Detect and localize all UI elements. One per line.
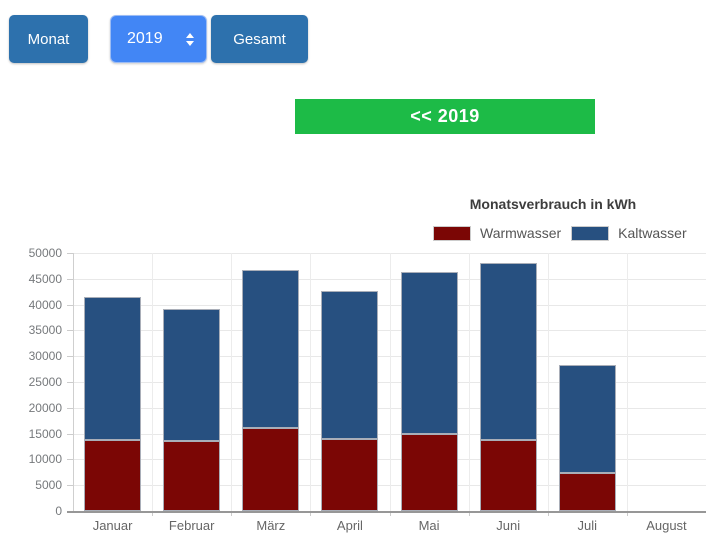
month-label-januar: Januar (92, 518, 133, 533)
month-label-juni: Juni (496, 518, 521, 533)
previous-year-button[interactable]: << 2019 (295, 99, 595, 134)
gridline-x-4 (389, 253, 391, 511)
y-axis-label-20000: 20000 (28, 400, 62, 415)
bar-segment-warmwasser-januar[interactable] (84, 439, 142, 511)
legend-item-warmwasser: Warmwasser (433, 225, 561, 241)
bar-segment-warmwasser-mai[interactable] (400, 433, 458, 511)
legend-swatch-warmwasser (433, 225, 471, 241)
ytick-25000 (67, 382, 73, 383)
xtick-3 (310, 511, 312, 516)
gesamt-button[interactable]: Gesamt (211, 15, 308, 63)
bar-segment-kaltwasser-juni[interactable] (479, 262, 537, 440)
gridline-x-5 (468, 253, 470, 511)
month-label-august: August (646, 518, 687, 533)
y-axis-label-10000: 10000 (28, 452, 62, 467)
xtick-2 (231, 511, 233, 516)
month-label-mai: Mai (418, 518, 440, 533)
ytick-50000 (67, 253, 73, 254)
legend-label-kaltwasser: Kaltwasser (618, 225, 687, 241)
month-label-februar: Februar (168, 518, 215, 533)
bar-segment-kaltwasser-januar[interactable] (84, 297, 142, 440)
ytick-15000 (67, 433, 73, 435)
ytick-5000 (67, 485, 73, 487)
chart-legend: Warmwasser Kaltwasser (433, 225, 687, 241)
bar-segment-warmwasser-juni[interactable] (479, 439, 537, 511)
year-select[interactable]: 2019 (110, 15, 207, 63)
gridline-x-2 (231, 253, 233, 511)
ytick-10000 (67, 459, 73, 461)
xtick-6 (547, 511, 549, 516)
xtick-4 (389, 511, 391, 516)
ytick-20000 (67, 407, 73, 409)
gridline-x-3 (310, 253, 312, 511)
select-updown-icon (186, 32, 206, 46)
y-axis-line (73, 253, 74, 511)
xtick-5 (468, 511, 470, 516)
legend-label-warmwasser: Warmwasser (480, 225, 562, 241)
chart-title: Monatsverbrauch in kWh (469, 196, 637, 212)
legend-swatch-kaltwasser (571, 225, 610, 241)
legend-item-kaltwasser: Kaltwasser (571, 225, 687, 241)
bar-segment-warmwasser-februar[interactable] (163, 440, 221, 511)
bar-segment-kaltwasser-april[interactable] (321, 291, 379, 440)
bar-segment-warmwasser-april[interactable] (321, 439, 379, 511)
bar-segment-warmwasser-märz[interactable] (242, 428, 300, 511)
ytick-35000 (67, 330, 73, 332)
y-axis-label-35000: 35000 (28, 323, 62, 338)
gridline-x-6 (547, 253, 549, 511)
ytick-30000 (67, 356, 73, 358)
bar-segment-kaltwasser-februar[interactable] (163, 309, 221, 441)
month-label-juli: Juli (577, 518, 598, 533)
y-axis-label-15000: 15000 (28, 426, 62, 441)
month-label-april: April (336, 518, 363, 533)
y-axis-label-30000: 30000 (28, 349, 62, 364)
xtick-1 (152, 511, 154, 516)
ytick-40000 (67, 304, 73, 306)
y-axis-label-5000: 5000 (35, 478, 62, 493)
y-axis-label-45000: 45000 (28, 271, 62, 286)
y-axis-label-0: 0 (55, 504, 62, 518)
bar-segment-kaltwasser-mai[interactable] (400, 271, 458, 434)
y-axis-label-50000: 50000 (28, 246, 62, 260)
ytick-45000 (67, 278, 73, 280)
y-axis-label-25000: 25000 (28, 375, 62, 389)
bar-segment-warmwasser-juli[interactable] (558, 472, 616, 511)
year-select-value: 2019 (127, 30, 163, 47)
gridline-x-7 (626, 253, 628, 511)
gridline-x-1 (152, 253, 154, 511)
x-axis-line (67, 511, 706, 513)
month-label-märz: März (256, 518, 286, 533)
xtick-7 (626, 511, 628, 516)
y-axis-label-40000: 40000 (28, 297, 62, 312)
bar-segment-kaltwasser-märz[interactable] (242, 270, 300, 429)
monat-button[interactable]: Monat (9, 15, 88, 63)
bar-segment-kaltwasser-juli[interactable] (558, 365, 616, 473)
